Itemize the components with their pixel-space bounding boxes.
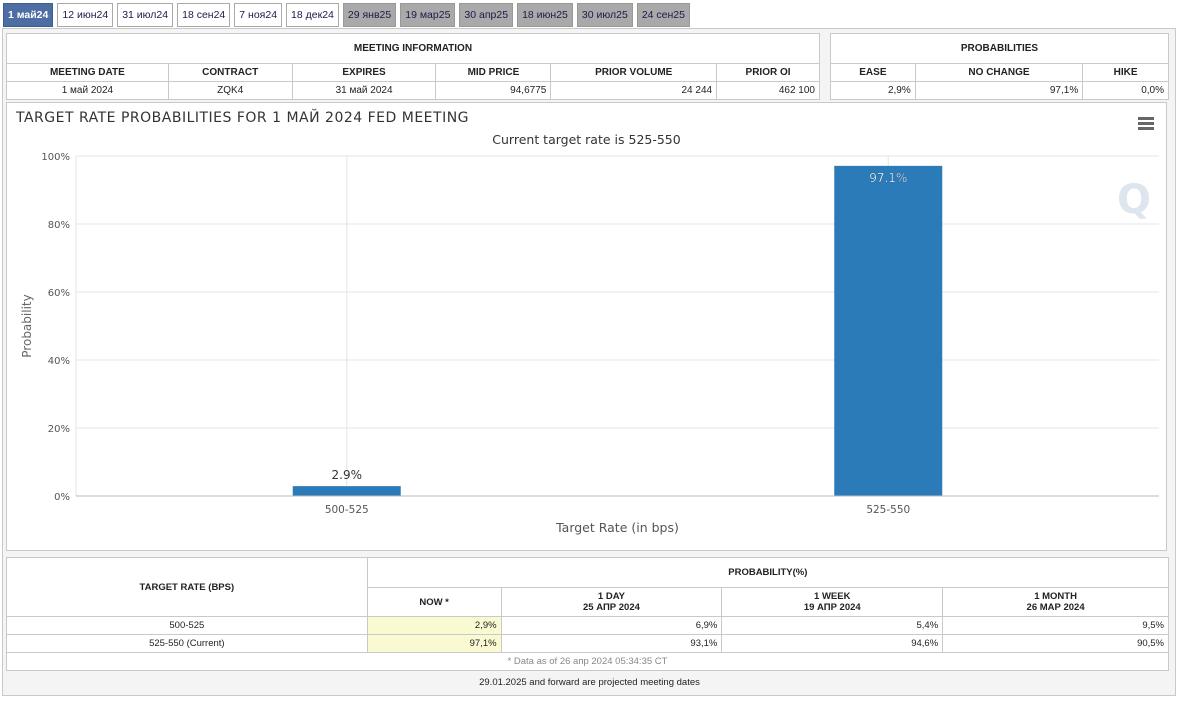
data-label: 97.1% <box>869 171 907 185</box>
one-day-cell: 93,1% <box>500 634 723 653</box>
meeting-tab[interactable]: 29 янв25 <box>342 3 397 27</box>
y-tick-label: 60% <box>48 288 70 299</box>
table-row: 525-550 (Current) 97,1% 93,1% 94,6% 90,5… <box>6 634 1169 653</box>
y-axis-label: Probability <box>20 294 34 357</box>
prior-volume-value: 24 244 <box>550 81 718 100</box>
x-axis-label: Target Rate (in bps) <box>555 520 679 535</box>
meeting-tab[interactable]: 30 апр25 <box>459 3 514 27</box>
meeting-tab[interactable]: 12 июн24 <box>57 3 114 27</box>
watermark-logo: Q <box>1117 177 1151 223</box>
one-week-cell: 5,4% <box>721 616 944 635</box>
expires-header: EXPIRES <box>291 63 437 82</box>
x-tick-label: 525-550 <box>866 504 910 516</box>
bar <box>292 486 401 496</box>
no-change-header: NO CHANGE <box>914 63 1084 82</box>
one-month-cell: 90,5% <box>942 634 1169 653</box>
chart-panel: 0% 20% 40% 60% 80% 100% 500-525 2.9% 525-550 97.1… <box>6 102 1167 551</box>
meeting-info-table: MEETING INFORMATION MEETING DATE CONTRAC… <box>6 33 820 100</box>
rate-cell: 500-525 <box>6 616 368 635</box>
one-month-header: 1 MONTH 26 МАР 2024 <box>942 587 1169 617</box>
probabilities-table: PROBABILITIES EASE NO CHANGE HIKE 2,9% 9… <box>830 33 1169 100</box>
meeting-tabs: 1 май24 12 июн24 31 июл24 18 сен24 7 ноя24 18… <box>3 3 690 27</box>
projected-dates-footer: 29.01.2025 and forward are projected mee… <box>479 677 700 688</box>
y-tick-label: 0% <box>54 492 70 503</box>
hike-header: HIKE <box>1082 63 1169 82</box>
bar <box>834 165 943 497</box>
now-cell: 97,1% <box>366 634 502 653</box>
meeting-tab[interactable]: 18 июн25 <box>517 3 573 27</box>
now-cell: 2,9% <box>366 616 502 635</box>
probability-header: PROBABILITY(%) <box>366 557 1170 588</box>
y-tick-label: 80% <box>48 220 70 231</box>
meeting-tab[interactable]: 24 сен25 <box>636 3 690 27</box>
meeting-date-header: MEETING DATE <box>6 63 169 82</box>
ease-value: 2,9% <box>830 81 916 100</box>
prior-oi-header: PRIOR OI <box>716 63 820 82</box>
ease-header: EASE <box>830 63 916 82</box>
target-rate-header: TARGET RATE (BPS) <box>6 557 368 617</box>
bar-chart: 0% 20% 40% 60% 80% 100% 500-525 2.9% 525-550 97.1… <box>20 152 1159 535</box>
meeting-tab[interactable]: 19 мар25 <box>400 3 456 27</box>
now-header: NOW * <box>366 587 502 617</box>
meeting-tab[interactable]: 7 ноя24 <box>234 3 283 27</box>
prior-oi-value: 462 100 <box>716 81 820 100</box>
probability-history-table: TARGET RATE (BPS) PROBABILITY(%) NOW * 1… <box>6 557 1170 671</box>
y-tick-label: 40% <box>48 356 70 367</box>
mid-price-header: MID PRICE <box>435 63 552 82</box>
one-day-header: 1 DAY 25 АПР 2024 <box>500 587 723 617</box>
one-month-cell: 9,5% <box>942 616 1169 635</box>
y-tick-label: 20% <box>48 424 70 435</box>
y-tick-label: 100% <box>41 152 70 163</box>
probabilities-title: PROBABILITIES <box>830 33 1169 64</box>
meeting-tab[interactable]: 31 июл24 <box>117 3 174 27</box>
meeting-tab[interactable]: 1 май24 <box>3 3 54 27</box>
hamburger-menu-icon[interactable] <box>1138 117 1154 131</box>
prior-volume-header: PRIOR VOLUME <box>550 63 718 82</box>
contract-header: CONTRACT <box>167 63 293 82</box>
chart-title: TARGET RATE PROBABILITIES FOR 1 МАЙ 2024… <box>16 110 470 126</box>
meeting-tab[interactable]: 18 дек24 <box>286 3 339 27</box>
x-tick-label: 500-525 <box>325 504 369 516</box>
data-timestamp-note: * Data as of 26 апр 2024 05:34:35 CT <box>6 652 1169 671</box>
meeting-tab[interactable]: 18 сен24 <box>177 3 231 27</box>
table-row: 500-525 2,9% 6,9% 5,4% 9,5% <box>6 616 1169 635</box>
no-change-value: 97,1% <box>914 81 1084 100</box>
hike-value: 0,0% <box>1082 81 1169 100</box>
chart-subtitle: Current target rate is 525-550 <box>492 132 681 147</box>
meeting-date-value: 1 май 2024 <box>6 81 169 100</box>
meeting-info-title: MEETING INFORMATION <box>6 33 820 64</box>
data-label: 2.9% <box>332 468 363 482</box>
contract-value: ZQK4 <box>167 81 293 100</box>
one-week-header: 1 WEEK 19 АПР 2024 <box>721 587 944 617</box>
mid-price-value: 94,6775 <box>435 81 552 100</box>
one-day-cell: 6,9% <box>500 616 723 635</box>
meeting-tab[interactable]: 30 июл25 <box>576 3 633 27</box>
expires-value: 31 май 2024 <box>291 81 437 100</box>
one-week-cell: 94,6% <box>721 634 944 653</box>
rate-cell: 525-550 (Current) <box>6 634 368 653</box>
